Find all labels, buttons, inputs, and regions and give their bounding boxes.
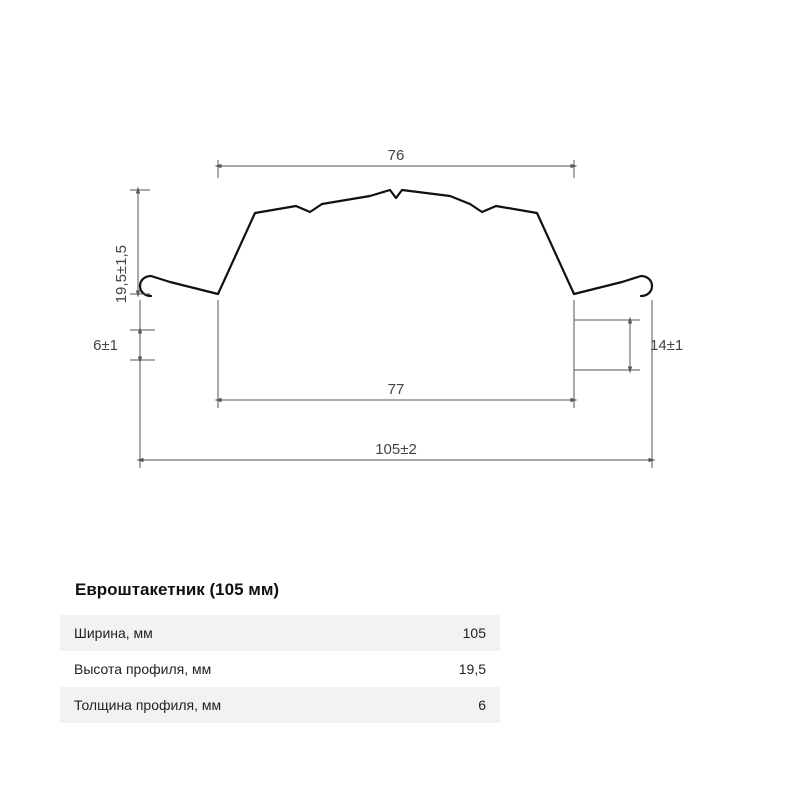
spec-label: Ширина, мм [60,615,382,651]
spec-label: Толщина профиля, мм [60,687,382,723]
dim-left-return: 6±1 [93,337,118,354]
spec-label: Высота профиля, мм [60,651,382,687]
table-row: Толщина профиля, мм 6 [60,687,500,723]
profile-path [140,190,652,296]
table-row: Ширина, мм 105 [60,615,500,651]
product-title: Евроштакетник (105 мм) [75,580,279,600]
spec-value: 19,5 [382,651,500,687]
spec-value: 6 [382,687,500,723]
dim-top-width: 76 [388,147,405,164]
table-row: Высота профиля, мм 19,5 [60,651,500,687]
dim-overall-width: 105±2 [375,441,417,458]
profile-diagram: 76 19,5±1,5 6±1 14±1 77 105±2 [0,0,800,560]
spec-table: Ширина, мм 105 Высота профиля, мм 19,5 Т… [60,615,500,723]
dim-inner-width: 77 [388,381,405,398]
spec-value: 105 [382,615,500,651]
dim-right-return: 14±1 [650,337,683,354]
dim-height: 19,5±1,5 [113,245,130,303]
